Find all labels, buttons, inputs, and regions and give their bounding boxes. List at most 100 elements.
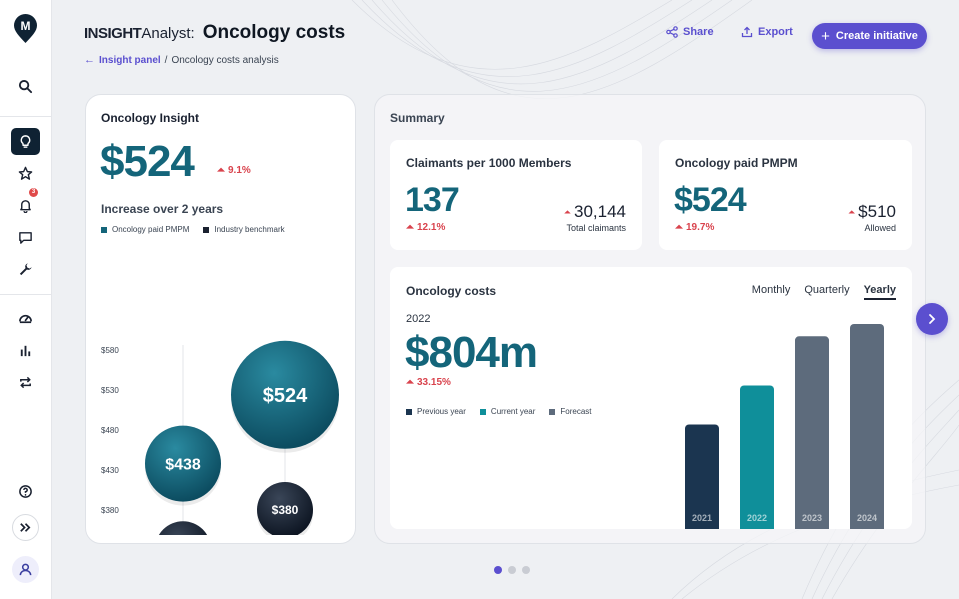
search-button[interactable] [11,73,40,100]
pmpm-card[interactable]: Oncology paid PMPM $524 ⏶ 19.7% ⏶ $510 A… [659,140,912,250]
double-up-arrow-icon: ⏶ [406,222,414,233]
summary-title: Summary [390,111,445,125]
claimants-value: 137 [405,181,460,219]
bell-icon [20,200,31,213]
back-arrow-icon[interactable]: ← [84,54,95,66]
next-button[interactable] [916,303,948,335]
help-icon [19,485,32,498]
chevron-right-icon [929,314,936,324]
create-initiative-label: Create initiative [835,30,918,42]
costs-bar-chart: 2021 2022 2023 2024 [685,324,884,530]
insight-delta: ⏶ 9.1% [217,165,251,176]
claimants-title: Claimants per 1000 Members [406,156,572,170]
y-tick-label: $380 [101,506,119,515]
gauge-icon [19,314,32,324]
up-arrow-icon: ⏶ [847,206,856,217]
bubble[interactable] [145,425,221,502]
oncology-insight-card: Oncology Insight $524 ⏶ 9.1% Increase ov… [85,94,356,544]
share-label: Share [683,26,714,38]
notifications-button[interactable]: 3 [11,188,40,219]
bubble-label: $380 [272,503,299,517]
create-initiative-button[interactable]: + Create initiative [812,23,927,49]
pagination-dot[interactable] [522,566,530,574]
brand-strong: INSIGHT [84,25,142,42]
pmpm-title: Oncology paid PMPM [675,156,798,170]
costs-delta: ⏶ 33.15% [406,377,451,388]
bubble-label: $438 [165,457,201,474]
insights-button[interactable] [11,128,40,155]
share-icon [666,26,678,38]
header-title: INSIGHT Analyst: Oncology costs [84,22,345,44]
summary-panel: Summary Claimants per 1000 Members 137 ⏶… [374,94,926,544]
profile-button[interactable] [12,556,39,583]
repeat-icon [20,376,31,389]
bar[interactable] [795,336,829,529]
share-button[interactable]: Share [666,26,714,38]
y-tick-label: $530 [101,386,119,395]
claimants-card[interactable]: Claimants per 1000 Members 137 ⏶ 12.1% ⏶… [390,140,642,250]
costs-year: 2022 [406,313,431,325]
tab-monthly[interactable]: Monthly [751,284,791,296]
star-icon [18,166,33,180]
bar[interactable] [850,324,884,529]
period-tabs: Monthly Quarterly Yearly [752,284,896,300]
double-up-arrow-icon: ⏶ [675,222,683,233]
bubble-chart: $580$530$480$430$380$330020212022 $438$3… [101,340,339,535]
tab-yearly[interactable]: Yearly [863,284,896,300]
pagination-dot[interactable] [508,566,516,574]
sync-button[interactable] [11,369,40,396]
bar-label: 2021 [692,513,712,523]
tools-button[interactable] [11,256,40,283]
logo-letter: M [21,19,31,33]
bar-label: 2024 [857,513,877,523]
pmpm-delta: ⏶ 19.7% [675,222,715,233]
insight-delta-value: 9.1% [228,165,251,176]
user-icon [19,563,32,576]
help-button[interactable] [11,478,40,505]
notification-badge: 3 [29,188,38,197]
reports-button[interactable] [11,337,40,364]
wrench-icon [19,263,32,276]
claimants-delta: ⏶ 12.1% [406,222,446,233]
bubble[interactable] [257,482,313,535]
bubble-label: $524 [263,385,308,407]
chat-icon [19,232,32,244]
tab-quarterly[interactable]: Quarterly [804,284,850,296]
insight-subtitle: Increase over 2 years [101,202,224,216]
double-up-arrow-icon: ⏶ [406,377,414,388]
pmpm-value: $524 [674,181,747,219]
costs-legend: Previous year Current year Forecast [406,407,592,416]
bar[interactable] [685,424,719,529]
claimants-total: ⏶ 30,144 [563,202,626,221]
double-up-arrow-icon: ⏶ [217,165,225,176]
insight-value: $524 [100,137,195,186]
breadcrumb-current: Oncology costs analysis [171,54,279,66]
oncology-costs-card: Oncology costs Monthly Quarterly Yearly … [390,267,912,529]
costs-title: Oncology costs [406,284,497,298]
bar-chart-icon [20,345,31,357]
brand-light: Analyst: [141,25,195,42]
sidebar: M 3 [0,0,52,599]
export-label: Export [758,26,793,38]
favorites-button[interactable] [11,160,40,187]
legend-item-previous-year: Previous year [406,407,466,416]
dashboard-button[interactable] [11,305,40,332]
bubble[interactable] [231,340,339,449]
legend-item-oncology: Oncology paid PMPM [101,225,189,234]
plus-icon: + [821,27,830,45]
export-button[interactable]: Export [741,26,793,38]
bubble[interactable] [155,521,211,535]
pagination-dots [494,566,530,574]
bar[interactable] [740,385,774,530]
pmpm-allowed: ⏶ $510 [847,202,896,221]
expand-sidebar-button[interactable] [12,514,39,541]
breadcrumb-link-insight-panel[interactable]: Insight panel [99,54,161,66]
pagination-dot[interactable] [494,566,502,574]
search-icon [18,79,33,94]
breadcrumb: ← Insight panel / Oncology costs analysi… [84,54,279,66]
lightbulb-icon [20,135,31,148]
logo-icon[interactable]: M [13,14,38,44]
y-tick-label: $430 [101,466,119,475]
legend-item-benchmark: Industry benchmark [203,225,285,234]
messages-button[interactable] [11,224,40,251]
